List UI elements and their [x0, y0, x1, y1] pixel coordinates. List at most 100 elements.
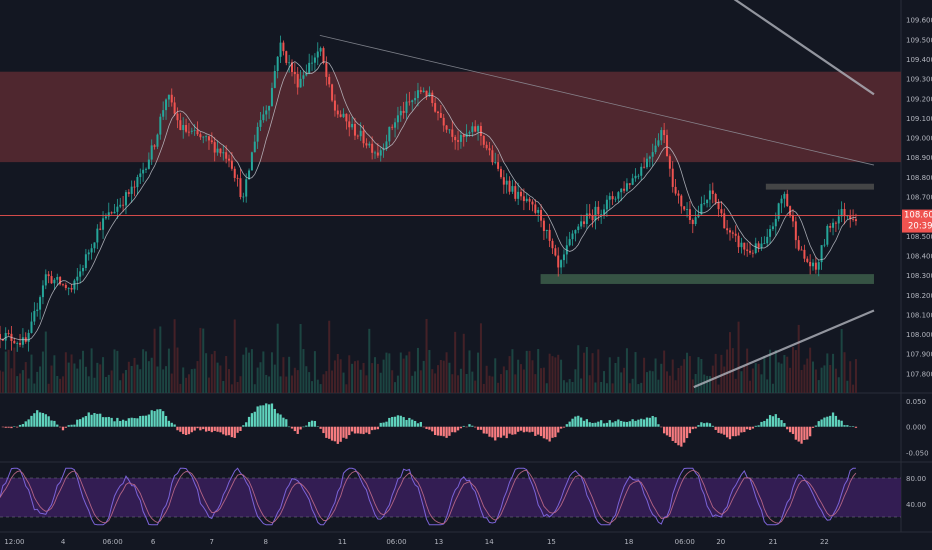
candle	[708, 183, 711, 208]
macd-bar	[462, 425, 465, 427]
candle-body	[494, 162, 497, 163]
macd-bar	[210, 426, 213, 433]
candle-body	[87, 252, 90, 255]
candle-body	[711, 190, 714, 194]
candle-body	[823, 244, 826, 246]
candle-body	[734, 233, 737, 236]
candle	[522, 188, 525, 211]
volume-bar	[434, 373, 437, 393]
volume-bar	[239, 376, 242, 393]
candle-body	[127, 192, 130, 194]
volume-bar	[522, 369, 525, 393]
current-price-tag	[902, 209, 932, 233]
macd-bar	[502, 426, 505, 436]
candle	[325, 56, 328, 86]
volume-bar	[411, 375, 414, 393]
volume-bar	[846, 380, 849, 393]
channel-line-upper[interactable]	[730, 0, 875, 96]
volume-bar	[302, 349, 305, 393]
volume-bar	[814, 369, 817, 393]
volume-bar	[190, 369, 193, 393]
volume-bar	[749, 380, 752, 393]
volume-bar	[468, 350, 471, 393]
volume-bar	[654, 358, 657, 393]
candle-body	[491, 150, 494, 163]
candle-body	[242, 196, 245, 198]
candle-body	[359, 130, 362, 137]
trendlines-layer[interactable]	[319, 0, 875, 389]
candle-body	[136, 177, 139, 188]
macd-bar	[631, 419, 634, 427]
volume-bar	[385, 352, 388, 393]
candle	[165, 98, 168, 120]
candle-body	[542, 220, 545, 232]
volume-bar	[854, 359, 857, 393]
stochastic-panel	[0, 467, 901, 526]
candle-body	[222, 152, 225, 154]
time-axis[interactable]: 12:00 4 06:00 6 7 8 11 06:00 13 14 15 18 06:00 20 21 22	[4, 538, 829, 546]
volume-bar	[259, 362, 262, 393]
macd-bar	[245, 422, 248, 427]
candle	[70, 284, 73, 293]
volume-bar	[345, 384, 348, 393]
macd-bar	[774, 414, 777, 427]
macd-bar	[110, 417, 113, 427]
macd-bar	[708, 423, 712, 427]
candle	[448, 128, 451, 134]
macd-bar	[433, 426, 437, 435]
candle	[122, 195, 125, 212]
candle-body	[408, 101, 411, 103]
volume-bar	[162, 369, 165, 393]
descending-trendline[interactable]	[319, 34, 875, 166]
price-tick-label: 108.300	[906, 272, 932, 280]
volume-bar	[657, 379, 660, 393]
candle-body	[428, 92, 431, 97]
macd-bar	[654, 417, 657, 427]
candle-body	[723, 213, 726, 229]
candle-body	[325, 62, 328, 77]
volume-bar	[391, 370, 394, 393]
macd-bar	[196, 426, 199, 429]
candle	[313, 53, 316, 71]
candle-body	[139, 173, 142, 178]
candle-body	[173, 102, 176, 114]
volume-bar	[41, 351, 44, 393]
candle	[783, 191, 786, 208]
candle	[130, 180, 133, 203]
macd-bar	[61, 426, 65, 431]
macd-bar	[554, 426, 557, 438]
volume-bar	[331, 370, 334, 393]
candle-body	[253, 141, 256, 153]
candle-body	[737, 235, 740, 248]
volume-bar	[537, 349, 540, 393]
candle-body	[162, 110, 165, 117]
candle-body	[614, 198, 617, 200]
candle	[396, 106, 399, 130]
macd-bar	[448, 426, 451, 436]
macd-bar	[359, 426, 362, 434]
macd-bar	[797, 426, 800, 442]
rising-channel-line[interactable]	[693, 309, 875, 389]
candle	[99, 221, 102, 231]
candle	[296, 66, 299, 95]
macd-bar	[350, 426, 354, 432]
volume-bar	[477, 352, 480, 393]
candle-body	[27, 332, 30, 342]
candle	[179, 113, 182, 131]
macd-bar	[402, 417, 405, 427]
volume-bar	[104, 376, 107, 393]
candle-body	[396, 115, 399, 123]
candle	[620, 188, 623, 202]
volume-bar	[697, 357, 700, 393]
candle	[683, 205, 686, 212]
candle	[442, 113, 445, 132]
candle	[322, 46, 325, 65]
candle	[657, 133, 660, 148]
candle	[59, 276, 62, 286]
time-tick-label: 06:00	[675, 538, 695, 546]
price-tick-label: 107.800	[906, 370, 932, 378]
price-axis[interactable]: 109.600 109.500 109.400 109.300 109.200 109.1…	[906, 17, 932, 509]
volume-bar	[783, 355, 786, 393]
volume-bar	[64, 352, 67, 393]
